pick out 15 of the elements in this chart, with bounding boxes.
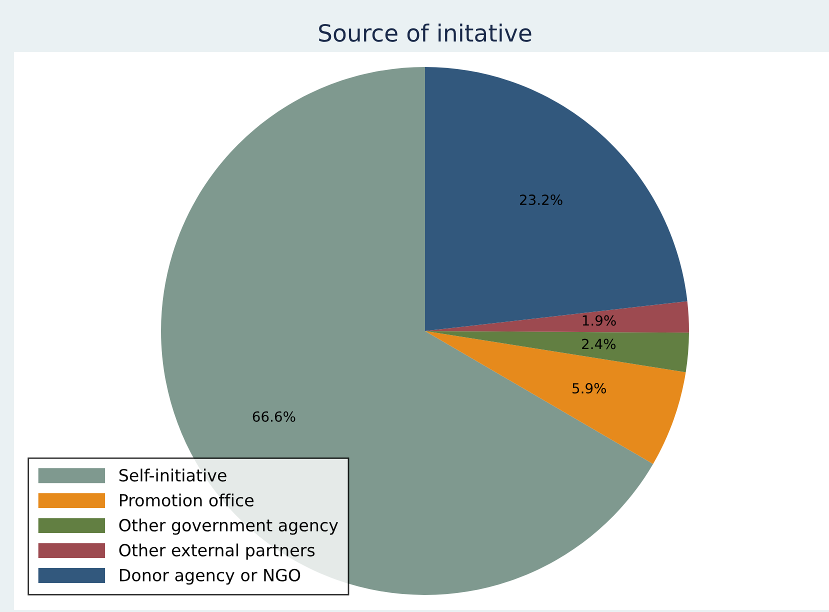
data-label: 1.9% [582, 315, 616, 326]
pie-slice [425, 67, 688, 331]
pie-slice [425, 301, 689, 333]
data-label: 66.6% [252, 411, 296, 422]
data-label: 2.4% [582, 338, 616, 350]
legend-label: Other government agency [119, 518, 338, 535]
legend-label: Promotion office [120, 494, 254, 507]
data-label: 23.2% [520, 194, 562, 206]
pie-slice [425, 331, 689, 372]
legend-label: Other external partners [119, 544, 315, 560]
pie-slice [425, 331, 686, 464]
legend-label: Self-initiative [119, 468, 226, 482]
chart-title: Source of initative [319, 24, 532, 42]
data-label: 5.9% [572, 383, 606, 394]
legend-label: Donor agency or NGO [120, 568, 300, 585]
